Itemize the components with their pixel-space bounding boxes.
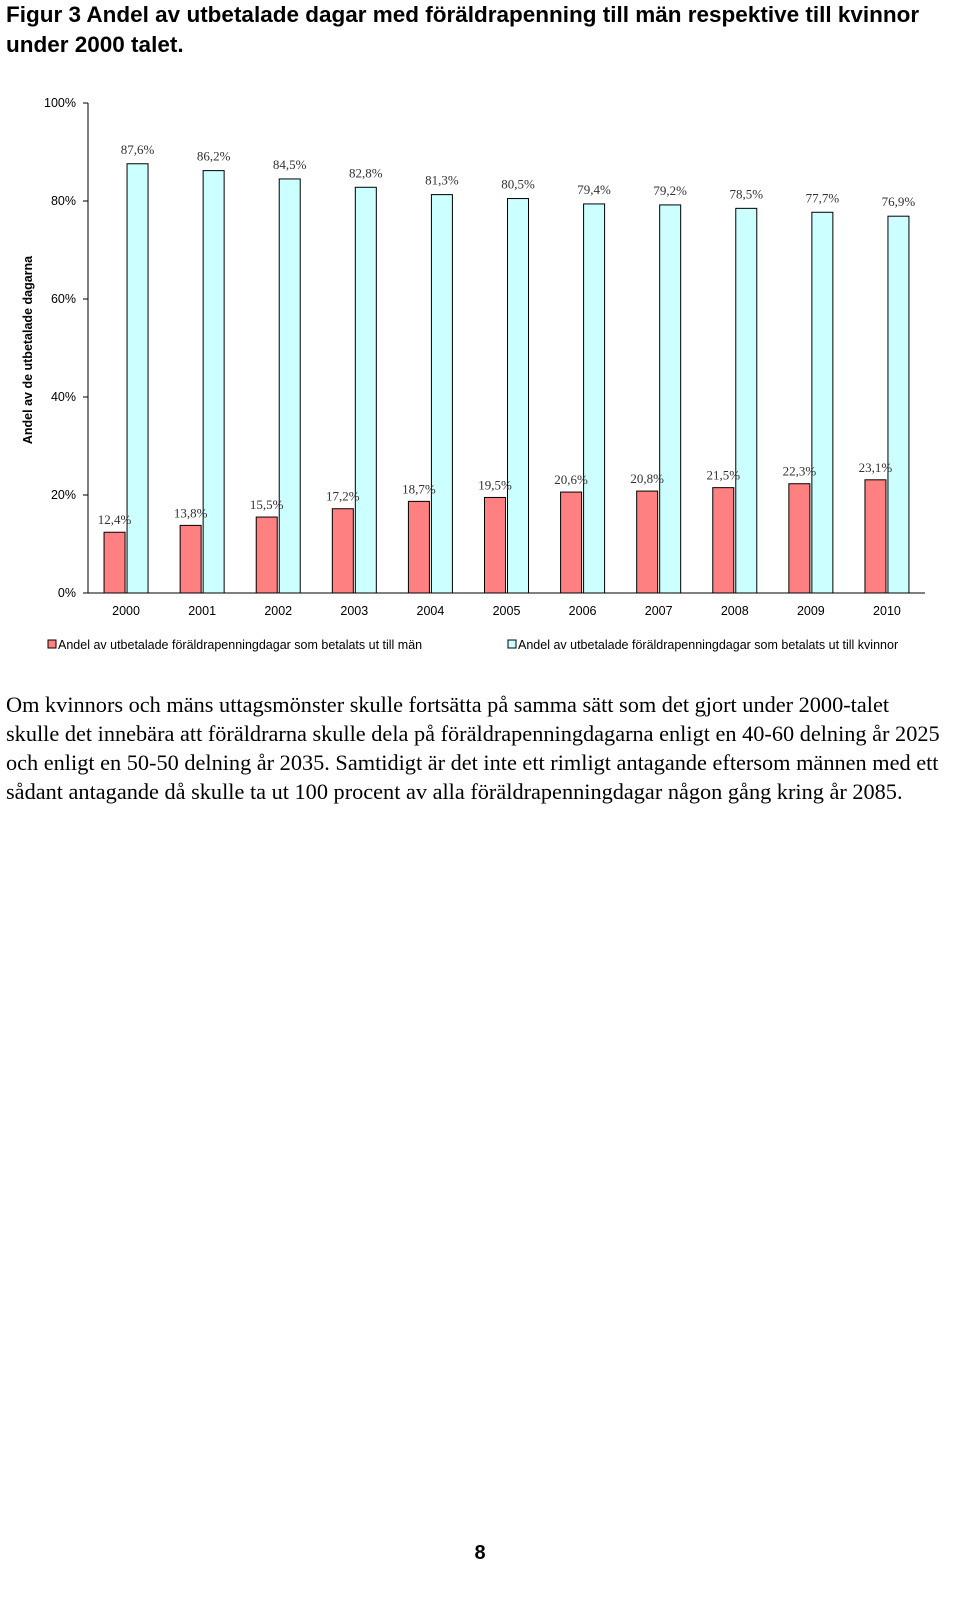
bar-men: [255, 516, 278, 594]
bar-men: [712, 487, 735, 594]
data-label-women: 79,4%: [577, 182, 611, 197]
x-tick-label: 2001: [188, 604, 216, 618]
bar-men: [103, 531, 126, 594]
data-label-men: 12,4%: [98, 512, 132, 527]
x-axis: 2000 2001 2002 2003 2004 2005 2006 2007 2008 2009…: [88, 592, 925, 618]
x-tick-label: 2004: [417, 604, 445, 618]
data-label-women: 81,3%: [425, 173, 459, 188]
data-label-men: 22,3%: [783, 464, 817, 479]
bar-men: [407, 500, 430, 594]
bar-women: [735, 207, 758, 594]
data-label-men: 20,6%: [554, 472, 588, 487]
data-label-women: 77,7%: [806, 190, 840, 205]
data-label-women: 87,6%: [121, 142, 155, 157]
legend-swatch: [47, 639, 57, 649]
bar-men: [331, 508, 354, 594]
bar-men: [560, 491, 583, 594]
bar-women: [126, 163, 149, 594]
bar-group: [103, 163, 910, 594]
data-label-women: 79,2%: [653, 183, 687, 198]
x-tick-label: 2006: [569, 604, 597, 618]
bar-men: [179, 524, 202, 594]
data-label-women: 86,2%: [197, 149, 231, 164]
bar-women: [202, 170, 225, 594]
x-tick-label: 2009: [797, 604, 825, 618]
bar-women: [887, 215, 910, 594]
body-paragraph: Om kvinnors och mäns uttagsmönster skull…: [6, 692, 940, 804]
bar-men: [788, 483, 811, 594]
bar-women: [583, 203, 606, 594]
x-tick-label: 2007: [645, 604, 673, 618]
legend-swatch: [507, 639, 517, 649]
y-axis-title: Andel av de utbetalade dagarna: [21, 255, 35, 444]
bar-women: [430, 194, 453, 594]
bar-men: [484, 496, 506, 594]
legend: Andel av utbetalade föräldrapenningdagar…: [47, 638, 898, 652]
data-label-women: 82,8%: [349, 165, 383, 180]
y-tick-label: 20%: [51, 488, 76, 502]
data-label-women: 84,5%: [273, 157, 307, 172]
bar-women: [278, 178, 301, 594]
data-label-men: 23,1%: [859, 460, 893, 475]
data-label-men: 13,8%: [174, 505, 208, 520]
legend-label: Andel av utbetalade föräldrapenningdagar…: [58, 638, 422, 652]
y-tick-label: 40%: [51, 390, 76, 404]
figure-title: Figur 3 Andel av utbetalade dagar med fö…: [6, 2, 920, 57]
bar-men: [636, 490, 659, 594]
x-tick-label: 2005: [493, 604, 521, 618]
data-label-men: 20,8%: [630, 471, 664, 486]
x-tick-label: 2008: [721, 604, 749, 618]
y-tick-label: 60%: [51, 292, 76, 306]
y-tick-label: 0%: [58, 586, 76, 600]
x-tick-label: 2003: [340, 604, 368, 618]
data-label-women: 76,9%: [882, 194, 916, 209]
y-axis: 0% 20% 40% 60% 80% 100%: [44, 96, 89, 600]
y-tick-label: 100%: [44, 96, 76, 110]
data-label-women: 80,5%: [501, 177, 535, 192]
page-number: 8: [474, 1542, 486, 1564]
bar-women: [811, 211, 834, 594]
data-label-men: 15,5%: [250, 497, 284, 512]
data-labels: 12,4% 87,6% 13,8% 86,2% 15,5% 84,5% 17,2% 82,8%…: [98, 142, 916, 527]
data-label-men: 21,5%: [706, 468, 740, 483]
data-label-men: 19,5%: [478, 477, 512, 492]
x-tick-label: 2010: [873, 604, 901, 618]
bar-women: [659, 204, 682, 594]
x-tick-label: 2002: [264, 604, 292, 618]
bar-chart: 0%20%40%60%80%100% 12,4%87,6%13,8%86,2%1…: [21, 96, 925, 652]
data-label-men: 18,7%: [402, 481, 436, 496]
bar-men: [864, 479, 887, 594]
data-label-women: 78,5%: [729, 186, 763, 201]
legend-label: Andel av utbetalade föräldrapenningdagar…: [518, 638, 898, 652]
data-label-men: 17,2%: [326, 489, 360, 504]
bar-women: [507, 198, 529, 594]
x-tick-label: 2000: [112, 604, 140, 618]
y-tick-label: 80%: [51, 194, 76, 208]
bar-women: [354, 186, 377, 594]
